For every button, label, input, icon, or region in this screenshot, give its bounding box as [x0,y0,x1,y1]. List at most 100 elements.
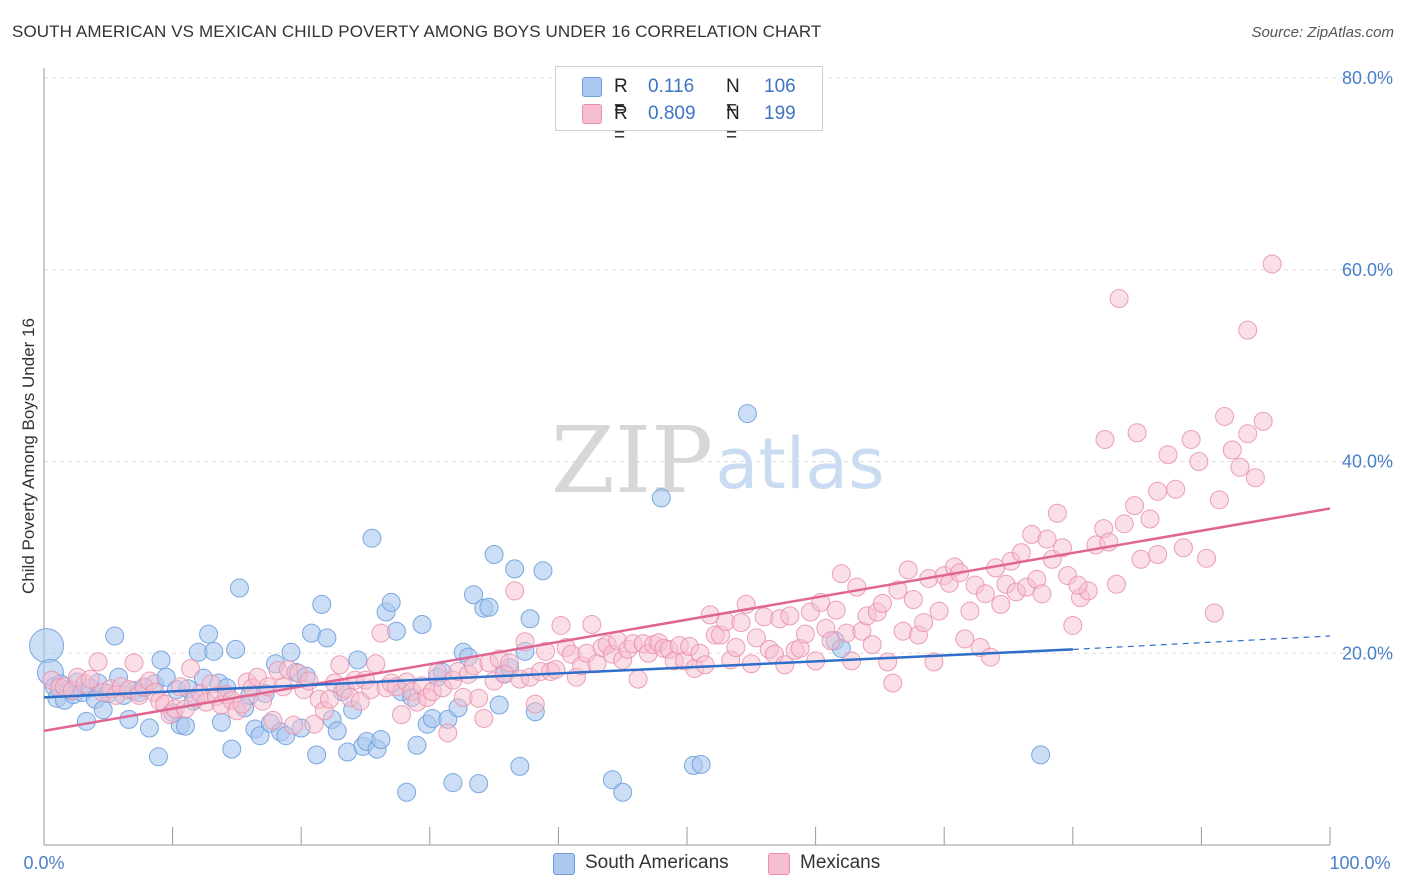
mexicans-point [847,577,867,597]
mexicans-point [546,660,566,680]
source-credit: Source: ZipAtlas.com [1251,24,1394,41]
south-americans-point [281,642,301,662]
south-americans-point [484,544,504,564]
mexicans-point [960,601,980,621]
south-americans-point [93,700,113,720]
mexicans-point [872,593,892,613]
mexicans-point [780,606,800,626]
mexicans-point [1107,574,1127,594]
mexicans-point [1262,254,1282,274]
mexicans-point [464,656,484,676]
x-tick-label-max: 100.0% [1329,853,1390,873]
mexicans-swatch [582,104,602,124]
mexicans-point [1204,603,1224,623]
mexicans-point [1253,411,1273,431]
mexicans-point [955,629,975,649]
mexicans-point [1032,584,1052,604]
mexicans-point [1238,424,1258,444]
mexicans-point [746,628,766,648]
south-americans-point [222,739,242,759]
south-americans-point [464,585,484,605]
south-americans-point [226,639,246,659]
mexicans-legend-label: Mexicans [800,852,881,873]
mexicans-legend-swatch [768,853,790,875]
mexicans-point [304,714,324,734]
mexicans-point [1173,538,1193,558]
mexicans-point [1238,320,1258,340]
south-americans-point [533,561,553,581]
mexicans-point [551,615,571,635]
south-americans-point [204,641,224,661]
mexicans-point [1114,514,1134,534]
mexicans-point [914,613,934,633]
mexicans-point [862,635,882,655]
mexicans-point [924,652,944,672]
mexicans-point [469,688,489,708]
mexicans-point [1148,544,1168,564]
legend-n-value: 106 [764,76,796,97]
south-americans-point [371,730,391,750]
south-americans-point [199,624,219,644]
south-americans-trend-line [43,648,1073,699]
mexicans-point [903,590,923,610]
mexicans-point [1125,496,1145,516]
legend-n-value: 199 [764,103,796,124]
mexicans-point [232,694,252,714]
south-americans-point [139,718,159,738]
mexicans-point [1047,503,1067,523]
south-americans-point [175,716,195,736]
south-americans-legend-label: South Americans [585,852,729,873]
mexicans-point [883,673,903,693]
mexicans-point [181,659,201,679]
legend-r-label: R = [614,103,628,146]
legend-r-value: 0.809 [648,103,696,124]
mexicans-point [80,669,100,689]
south-americans-trend-extension [1072,635,1331,651]
mexicans-point [929,601,949,621]
south-americans-point [443,773,463,793]
mexicans-points [42,254,1282,743]
mexicans-point [695,655,715,675]
south-americans-point [510,756,530,776]
watermark: ZIP atlas [551,407,885,514]
y-axis-label: Child Poverty Among Boys Under 16 [19,318,38,594]
mexicans-point [536,641,556,661]
south-americans-point [505,559,525,579]
mexicans-point [991,594,1011,614]
trend-lines [43,507,1331,733]
mexicans-point [438,723,458,743]
mexicans-point [170,677,190,697]
mexicans-point [1245,468,1265,488]
mexicans-point [1037,529,1057,549]
south-americans-point [362,528,382,548]
mexicans-point [1063,615,1083,635]
mexicans-point [980,647,1000,667]
legend-n-label: N = [726,103,740,146]
south-americans-point [1031,745,1051,765]
mexicans-point [1222,440,1242,460]
south-americans-point [381,592,401,612]
mexicans-point [1053,538,1073,558]
south-americans-point [691,754,711,774]
south-americans-point [602,770,622,790]
south-americans-point [119,709,139,729]
south-americans-point [737,404,757,424]
mexicans-point [505,581,525,601]
mexicans-point [330,655,350,675]
mexicans-point [1209,490,1229,510]
mexicans-point [1189,452,1209,471]
mexicans-point [831,564,851,584]
legend-r-value: 0.116 [648,76,695,97]
south-americans-point [211,712,231,732]
mexicans-point [898,560,918,580]
south-americans-point [479,597,499,617]
south-americans-point [151,650,171,670]
mexicans-point [775,655,795,675]
mexicans-point [366,654,386,674]
mexicans-point [263,710,283,730]
mexicans-point [731,613,751,633]
south-americans-point [651,488,671,508]
south-americans-point [317,628,337,648]
legend-r-label: R = [614,76,628,119]
